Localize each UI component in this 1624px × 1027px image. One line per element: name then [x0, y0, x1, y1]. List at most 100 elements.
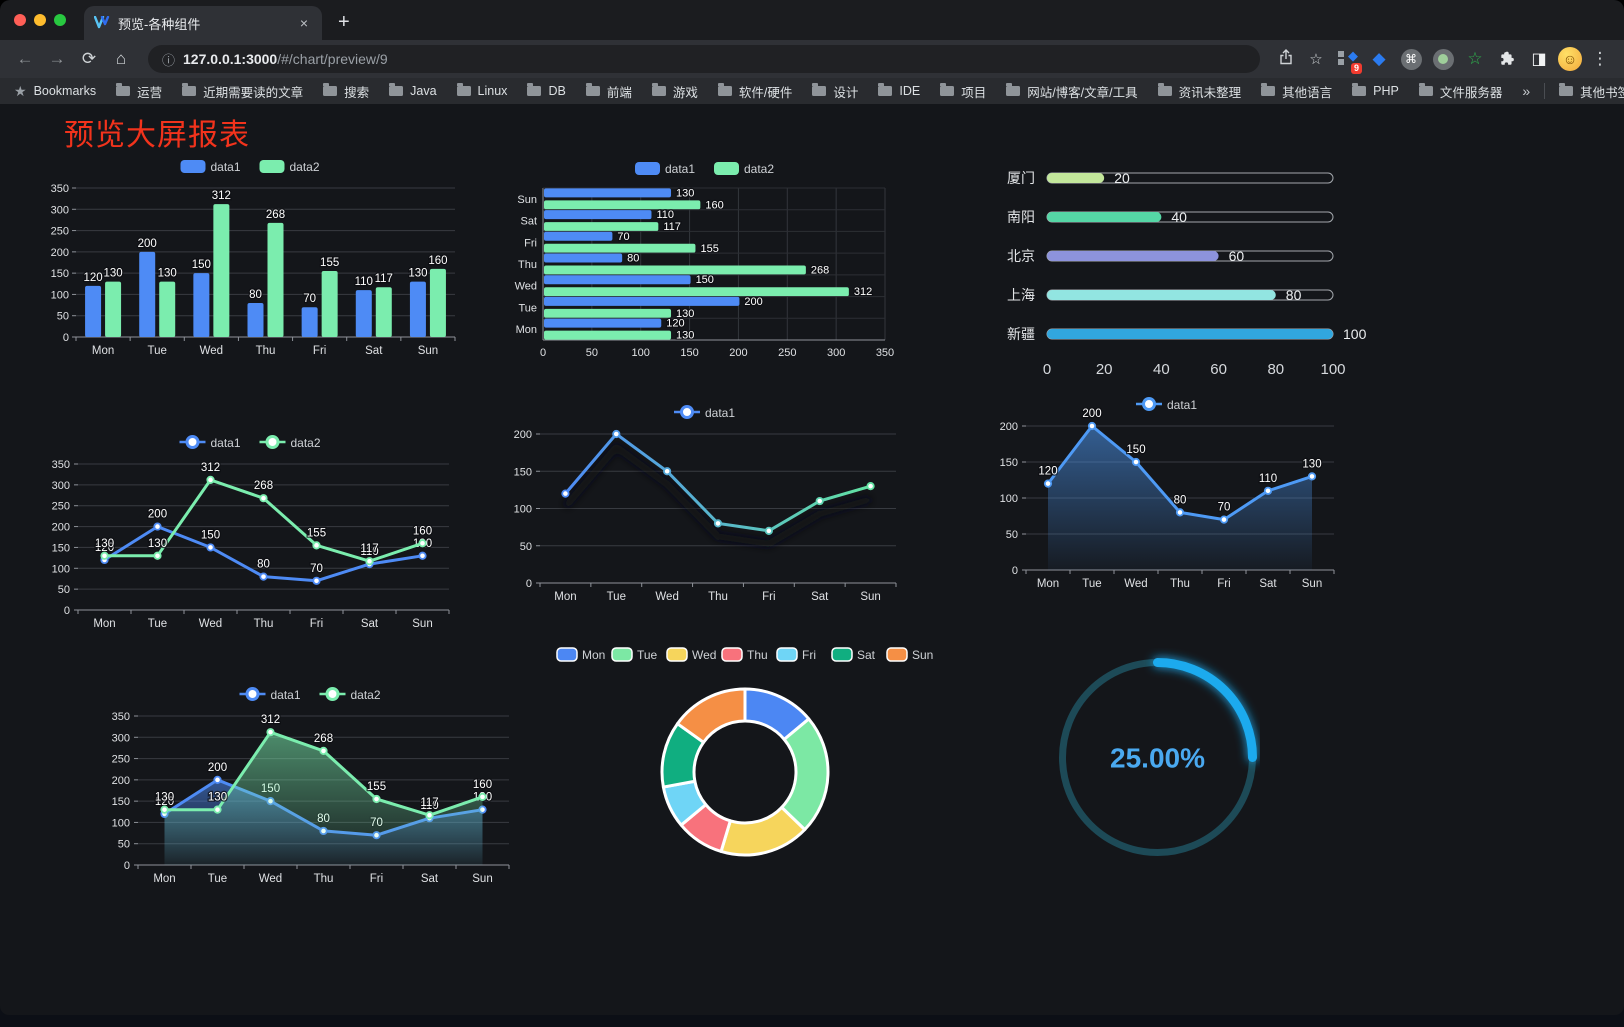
profile-avatar[interactable]: ☺	[1558, 47, 1582, 71]
svg-text:250: 250	[51, 226, 69, 238]
url-path: /#/chart/preview/9	[277, 51, 388, 67]
tab-strip: 预览-各种组件 × +	[0, 0, 1624, 40]
svg-text:Sat: Sat	[520, 216, 537, 228]
other-bookmarks-button[interactable]: 其他书签	[1559, 82, 1624, 101]
extension-grid-icon[interactable]: ◆ 9	[1334, 46, 1362, 74]
svg-text:150: 150	[514, 466, 532, 478]
svg-text:南阳: 南阳	[1007, 209, 1035, 225]
folder-icon	[1261, 83, 1276, 96]
bookmark-folder[interactable]: 游戏	[651, 82, 698, 101]
svg-text:新疆: 新疆	[1007, 326, 1035, 342]
svg-text:130: 130	[95, 538, 114, 550]
bookmark-folder[interactable]: 项目	[940, 82, 986, 101]
bookmark-folder[interactable]: DB	[527, 82, 566, 101]
svg-text:268: 268	[811, 265, 829, 277]
svg-text:250: 250	[52, 501, 70, 513]
svg-text:Thu: Thu	[256, 345, 276, 357]
chart-area-line: data1 0 50 100 150 200 Mon Tue Wed Thu Fri Sat Sun 12…	[988, 388, 1350, 598]
svg-text:130: 130	[408, 268, 427, 280]
extensions-puzzle-button[interactable]	[1494, 46, 1520, 72]
bookmark-folder[interactable]: 资讯未整理	[1157, 82, 1241, 101]
traffic-lights	[0, 0, 84, 40]
svg-text:Fri: Fri	[524, 237, 537, 249]
svg-text:120: 120	[95, 542, 114, 554]
extension-command-icon[interactable]: ⌘	[1398, 46, 1424, 72]
svg-text:130: 130	[158, 268, 177, 280]
bookmark-folder[interactable]: 近期需要读的文章	[182, 82, 303, 101]
home-button[interactable]: ⌂	[115, 49, 127, 68]
extension-star-icon[interactable]: ☆	[1467, 49, 1483, 68]
bookmark-star-button[interactable]: ☆	[1309, 51, 1323, 68]
extension-gem-icon[interactable]: ◆	[1372, 49, 1386, 68]
new-tab-button[interactable]: +	[338, 11, 350, 33]
svg-text:Fri: Fri	[313, 345, 326, 357]
svg-text:300: 300	[827, 347, 845, 359]
maximize-window-button[interactable]	[54, 14, 66, 26]
svg-text:0: 0	[526, 578, 532, 590]
svg-text:117: 117	[420, 797, 438, 809]
extension-record-icon[interactable]	[1430, 46, 1456, 72]
svg-text:150: 150	[112, 796, 130, 808]
chart-gradient-line: data1 0 50 100 150 200 Mon Tue Wed Thu Fri Sat Sun	[502, 396, 912, 611]
bookmark-folder[interactable]: 其他语言	[1261, 82, 1332, 101]
menu-button[interactable]: ⋮	[1591, 49, 1609, 68]
bookmark-folder[interactable]: 软件/硬件	[717, 82, 792, 101]
svg-text:Thu: Thu	[708, 591, 728, 603]
svg-text:Sun: Sun	[412, 618, 432, 630]
close-window-button[interactable]	[14, 14, 26, 26]
svg-text:Mon: Mon	[92, 345, 114, 357]
bookmark-folder[interactable]: 文件服务器	[1418, 82, 1502, 101]
sidebar-toggle-button[interactable]: ◨	[1531, 51, 1547, 68]
share-button[interactable]	[1274, 49, 1298, 69]
bookmarks-tail: » 其他书签	[1522, 82, 1624, 101]
bookmark-folder[interactable]: 设计	[812, 82, 858, 101]
bookmark-folder[interactable]: Linux	[456, 82, 507, 101]
svg-text:200: 200	[514, 429, 532, 441]
browser-tab[interactable]: 预览-各种组件 ×	[84, 6, 322, 40]
puzzle-icon	[1501, 51, 1514, 65]
svg-text:0: 0	[64, 605, 70, 617]
bookmark-folder[interactable]: 运营	[116, 82, 162, 101]
svg-text:110: 110	[355, 276, 373, 288]
svg-text:200: 200	[138, 238, 157, 250]
url-bar[interactable]: ⓘ 127.0.0.1:3000/#/chart/preview/9	[148, 45, 1260, 73]
bookmark-folder[interactable]: 网站/博客/文章/工具	[1006, 82, 1138, 101]
svg-text:0: 0	[124, 860, 130, 872]
folder-icon	[585, 83, 600, 96]
back-button[interactable]: ←	[16, 49, 34, 68]
svg-text:25.00%: 25.00%	[1110, 743, 1205, 774]
svg-text:250: 250	[112, 754, 130, 766]
svg-text:Wed: Wed	[692, 648, 716, 662]
bookmark-folder[interactable]: 前端	[585, 82, 632, 101]
bookmark-folder[interactable]: 搜索	[323, 82, 369, 101]
bookmark-folder[interactable]: Java	[389, 82, 437, 101]
svg-text:Fri: Fri	[310, 618, 323, 630]
svg-text:Mon: Mon	[554, 591, 576, 603]
reload-button[interactable]: ⟳	[81, 49, 97, 68]
svg-text:70: 70	[617, 231, 629, 243]
svg-text:Fri: Fri	[802, 648, 816, 662]
svg-text:Tue: Tue	[148, 345, 167, 357]
bookmark-folder[interactable]: PHP	[1352, 82, 1399, 101]
svg-text:312: 312	[201, 462, 220, 474]
svg-text:160: 160	[473, 779, 492, 791]
minimize-window-button[interactable]	[34, 14, 46, 26]
svg-text:130: 130	[208, 792, 227, 804]
svg-text:312: 312	[854, 286, 872, 298]
bookmarks-manager-item[interactable]: ★ Bookmarks	[14, 82, 97, 99]
forward-button[interactable]: →	[48, 49, 66, 68]
svg-text:Tue: Tue	[637, 648, 658, 662]
folder-icon	[717, 83, 732, 96]
tab-close-icon[interactable]: ×	[299, 15, 309, 31]
bookmark-folder[interactable]: IDE	[878, 82, 920, 101]
svg-text:150: 150	[52, 542, 70, 554]
page-content: 预览大屏报表 data1 data2 0 50 100 150 200 250 300 350 Mo…	[0, 104, 1624, 1015]
svg-text:data1: data1	[211, 436, 241, 450]
bookmarks-overflow-button[interactable]: »	[1522, 83, 1531, 99]
svg-text:160: 160	[705, 199, 723, 211]
site-info-icon[interactable]: ⓘ	[162, 52, 176, 68]
folder-icon	[323, 83, 338, 96]
svg-text:250: 250	[778, 347, 796, 359]
svg-text:Wed: Wed	[199, 618, 222, 630]
svg-text:Sat: Sat	[365, 345, 383, 357]
